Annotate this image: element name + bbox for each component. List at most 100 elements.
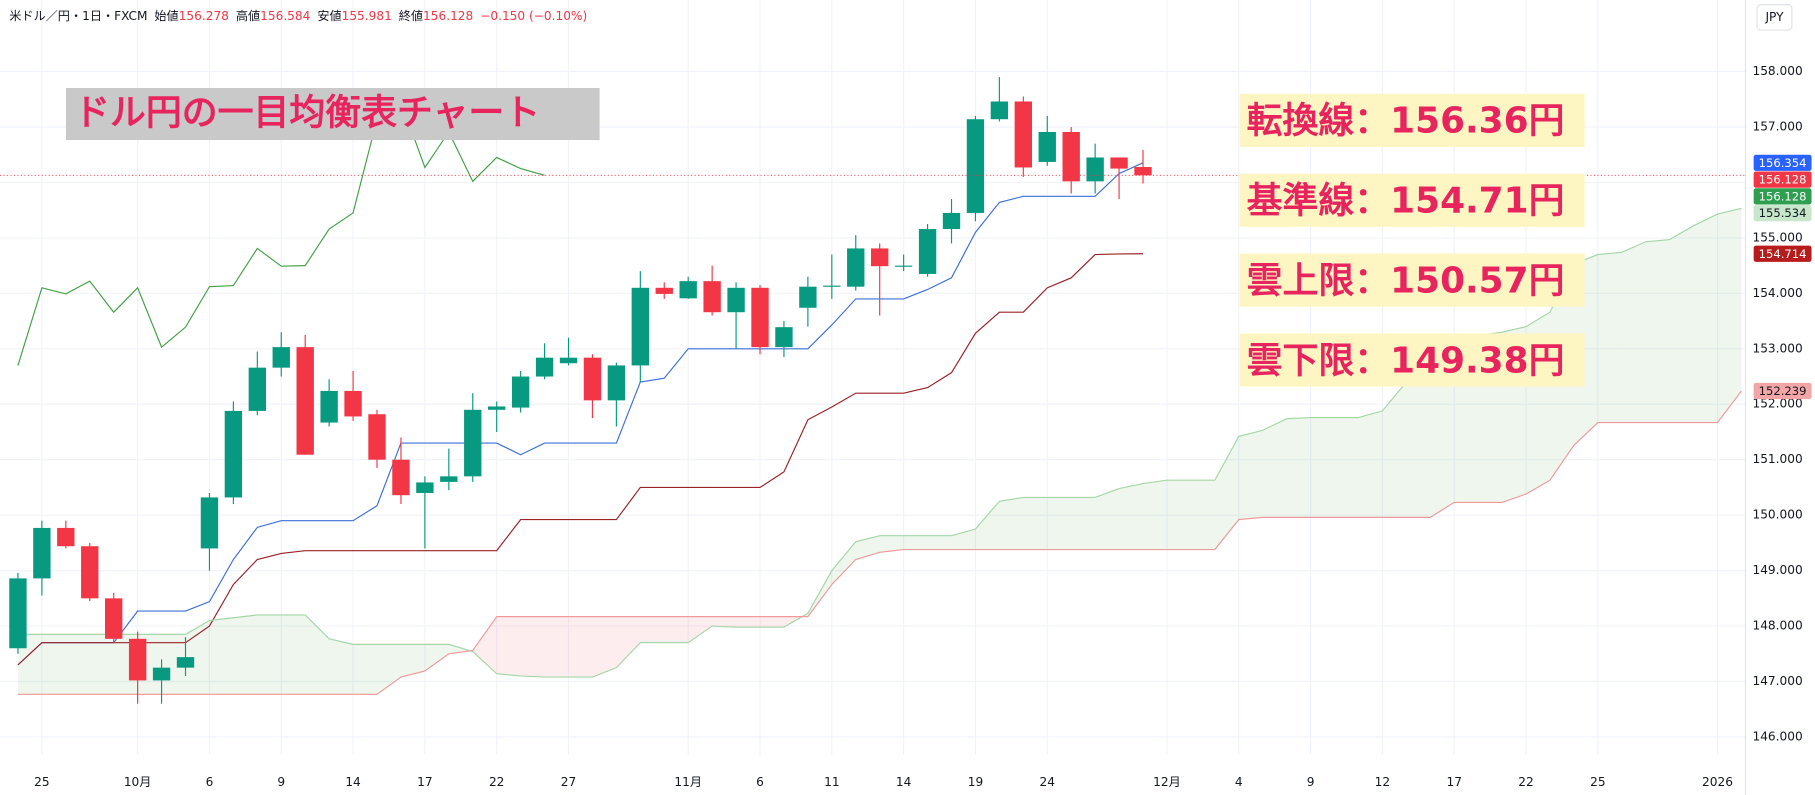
cloud-fill [879,535,904,553]
price-tag-label: 156.128 [1759,173,1807,187]
x-tick-label: 10月 [124,775,152,789]
indicator-line [17,100,545,366]
y-tick-label: 153.000 [1752,341,1802,355]
cloud-fill [281,614,306,695]
x-tick-label: 6 [206,775,214,789]
indicator-line [17,390,1742,695]
x-tick-label: 4 [1235,775,1243,789]
cloud-fill [1166,480,1191,550]
candle-body [105,598,123,639]
x-tick-label: 22 [1518,775,1533,789]
annotation-box [1239,173,1585,227]
annotation: 雲下限：149.38円 [1247,340,1565,381]
cloud-fill [1143,480,1167,550]
candle-body [81,546,99,599]
candle-body [535,357,554,377]
price-tag [1753,245,1812,262]
cloud-fill [1023,497,1048,550]
x-tick-label: 25 [34,775,49,789]
candle-body [727,287,745,313]
y-tick-label: 155.000 [1752,230,1802,244]
cloud-fill [520,616,545,678]
candles [0,77,1746,704]
x-tick-label: 14 [896,775,912,789]
y-tick-label: 154.000 [1752,286,1802,300]
cloud-fill [1095,488,1120,550]
candle-body [847,248,865,287]
price-tags: 156.354 156.128 156.128 155.534 154.714 152.2… [1753,154,1812,400]
candle-body [200,497,219,549]
cloud-fill [209,617,234,695]
cloud-fill [17,634,42,695]
candle-body [1038,131,1056,162]
cloud-fill [1238,430,1263,520]
candle-body [799,286,817,308]
candle-body [488,406,506,410]
x-tick-label: 27 [561,775,576,789]
candle-body [679,281,697,299]
annotation: 転換線：156.36円 [1247,101,1565,142]
y-tick-label: 149.000 [1752,563,1802,577]
cloud-fill [424,644,449,671]
cloud-fill [592,616,617,678]
cloud-fill [1334,417,1359,518]
y-tick-label: 158.000 [1752,64,1802,78]
x-tick-label: 9 [277,775,285,789]
x-tick-label: 17 [1446,775,1461,789]
header: 米ドル／円・1日・FXCM 始値156.278 高値156.584 安値155.981… [9,8,587,23]
x-tick-label: 19 [968,775,983,789]
y-tick-label: 147.000 [1752,674,1802,688]
candle-body [942,212,961,230]
cloud-fill [1645,239,1670,423]
cloud-fill [89,634,114,695]
candle-body [272,347,290,368]
candle-body [392,459,410,496]
cloud-fill [472,616,497,674]
cloud-fill [377,644,401,695]
price-tag [1753,171,1812,188]
price-tag [1753,205,1812,222]
cloud-fill [1214,436,1239,550]
price-tag-label: 154.714 [1759,247,1807,261]
symbol: 米ドル／円・1日・FXCM [9,9,147,23]
cloud-fill [544,616,569,678]
cloud-fill [1047,497,1072,550]
currency: JPY [1764,10,1784,24]
candle-body [775,327,793,348]
x-tick-label: 9 [1307,775,1315,789]
candle-body [607,365,626,401]
cloud-fill [329,638,354,695]
candle-body [583,357,602,401]
candle-body [176,657,195,668]
cloud-fill [400,644,425,678]
candle-body [823,285,841,287]
y-tick-label: 148.000 [1752,619,1802,633]
price-tag-label: 152.239 [1759,384,1807,398]
candle-body [1014,101,1033,168]
candle-body [990,101,1009,120]
close-label: 終値 [399,8,423,23]
candle-body [248,367,266,411]
y-tick-label: 157.000 [1752,119,1802,133]
cloud-fill [903,535,928,550]
cloud-fill [688,616,713,643]
cloud-fill [616,616,641,668]
cloud-fill [975,501,1000,550]
cloud-fill [1717,208,1742,423]
candle-body [57,527,75,547]
cloud-fill [664,616,689,643]
annotation: 雲上限：150.57円 [1247,260,1565,301]
cloud-fill [1621,241,1646,423]
candle-body [655,287,673,294]
candle-body [152,667,171,681]
cloud-fill [353,644,378,695]
candle-body [631,287,650,366]
x-tick-label: 22 [489,775,504,789]
candle-body [1086,157,1104,182]
cloud-fill [41,634,66,695]
price-tag-label: 156.128 [1759,189,1807,203]
candle-body [368,414,386,460]
x-tick-label: 2026 [1702,775,1733,789]
candle-body [344,390,362,417]
